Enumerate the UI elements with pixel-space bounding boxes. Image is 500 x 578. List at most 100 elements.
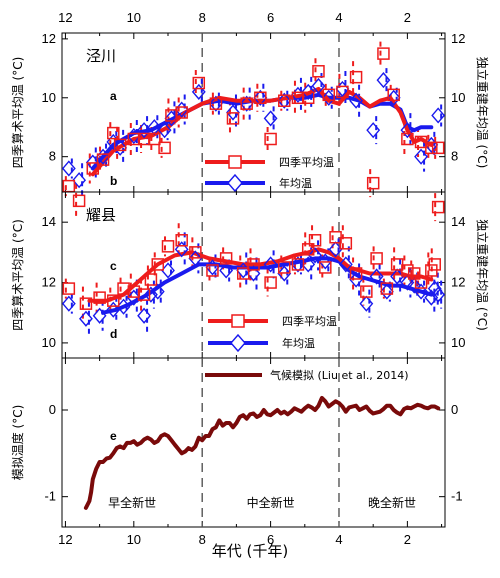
four-season-point — [79, 297, 93, 310]
four-season-point — [366, 176, 380, 190]
mean-annual-point — [321, 89, 336, 106]
mean-annual-smooth-line — [90, 92, 434, 171]
y-axis-label-right: 独立重建年均温 (°C) — [475, 57, 490, 169]
mean-annual-point — [328, 241, 343, 258]
y-tick-label-right: 10 — [451, 335, 465, 350]
mean-annual-point — [431, 107, 446, 124]
y-tick-label-right: 12 — [451, 275, 465, 290]
y-tick-label-right: 14 — [451, 214, 465, 229]
panel-letter: d — [110, 327, 117, 341]
legend-diamond-marker — [227, 173, 243, 193]
four-season-point — [407, 267, 421, 280]
four-season-point — [401, 264, 414, 277]
mean-annual-point — [246, 265, 261, 282]
four-season-point — [148, 132, 161, 146]
four-season-point — [96, 153, 110, 166]
mean-annual-point — [379, 283, 394, 300]
legend-label: 年均温 — [279, 176, 312, 190]
mean-annual-point — [161, 262, 175, 279]
y-tick-label-right: 10 — [451, 90, 465, 105]
mean-annual-point — [126, 289, 141, 306]
four-season-point — [401, 132, 414, 146]
x-axis-label: 年代 (千年) — [212, 542, 288, 560]
mean-annual-point — [263, 110, 278, 127]
four-season-point — [431, 200, 445, 214]
y-tick-label-right: 8 — [451, 149, 458, 164]
mean-annual-point — [174, 241, 189, 258]
top-axis-tick-label: 8 — [199, 10, 206, 25]
four-season-point — [428, 258, 441, 271]
mean-annual-point — [92, 307, 107, 324]
top-axis-tick-label: 6 — [267, 10, 274, 25]
bottom-axis-tick-label: 8 — [199, 532, 206, 547]
four-season-point — [349, 267, 363, 280]
y-axis-label-left: 模拟温度 (°C) — [10, 405, 25, 481]
mean-annual-point — [431, 286, 446, 303]
mean-annual-point — [239, 95, 254, 112]
four-season-point — [189, 246, 202, 259]
mean-annual-point — [188, 250, 203, 267]
four-season-point — [291, 258, 305, 271]
mean-annual-point — [308, 247, 322, 264]
four-season-point — [209, 97, 223, 110]
y-tick-label-left: 8 — [49, 149, 56, 164]
four-season-point — [107, 294, 120, 307]
bottom-axis-tick-label: 2 — [404, 532, 411, 547]
four-season-point — [175, 106, 188, 119]
period-label-mid: 中全新世 — [247, 495, 295, 510]
four-season-point — [161, 240, 175, 253]
four-season-point — [158, 141, 171, 155]
mean-annual-point — [72, 172, 87, 189]
mean-annual-point — [318, 253, 333, 270]
y-tick-label-right: 12 — [451, 31, 465, 46]
mean-annual-point — [407, 277, 422, 294]
y-tick-label-left: 10 — [42, 90, 56, 105]
mean-annual-point — [400, 274, 415, 291]
four-season-point — [175, 234, 188, 247]
four-season-point — [144, 273, 158, 286]
panel-letter: e — [110, 429, 117, 443]
mean-annual-point — [400, 122, 415, 139]
four-season-point — [151, 258, 164, 271]
panel-letter: b — [110, 174, 117, 188]
y-tick-label-left: 12 — [42, 31, 56, 46]
four-season-point — [349, 70, 363, 84]
four-season-point — [137, 288, 151, 301]
four-season-point — [206, 264, 219, 277]
mean-annual-point — [157, 122, 172, 139]
period-label-late: 晚全新世 — [368, 495, 416, 510]
four-season-point — [425, 141, 438, 155]
four-season-point — [301, 91, 315, 105]
four-season-point — [107, 126, 120, 140]
four-season-point — [86, 162, 100, 175]
four-season-point — [370, 252, 383, 265]
bottom-axis-tick-label: 4 — [335, 532, 342, 547]
mean-annual-point — [137, 307, 151, 324]
legend-diamond-marker — [230, 333, 246, 353]
legend-label: 四季平均温 — [282, 315, 337, 328]
site-name: 泾川 — [86, 47, 116, 65]
y-axis-label-right: 独立重建年均温 (°C) — [475, 219, 490, 331]
y-axis-label-left: 四季算术平均温 (°C) — [10, 219, 25, 331]
mean-annual-point — [143, 286, 158, 303]
four-season-point — [312, 65, 325, 78]
four-season-point — [219, 252, 233, 265]
mean-annual-point — [61, 160, 76, 177]
four-season-point — [431, 141, 445, 155]
mean-annual-point — [208, 95, 223, 112]
four-season-point — [226, 112, 240, 125]
mean-annual-point — [359, 295, 374, 312]
mean-annual-point — [376, 72, 391, 89]
four-season-point — [336, 85, 349, 99]
four-season-point — [113, 138, 127, 152]
four-season-point — [72, 194, 86, 208]
mean-annual-point — [85, 154, 100, 171]
mean-annual-point — [263, 256, 278, 273]
simulation-line — [83, 395, 441, 510]
four-season-smooth-line — [87, 247, 434, 303]
four-season-point — [62, 282, 76, 295]
four-season-point — [247, 258, 260, 271]
four-season-point — [93, 291, 106, 304]
